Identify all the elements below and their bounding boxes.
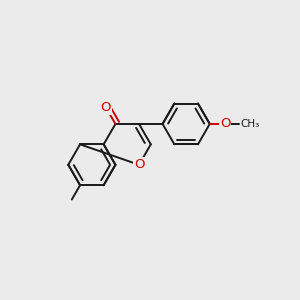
Text: CH₃: CH₃	[240, 119, 260, 129]
Text: O: O	[220, 117, 230, 130]
Text: O: O	[134, 158, 144, 171]
Text: O: O	[100, 101, 111, 114]
